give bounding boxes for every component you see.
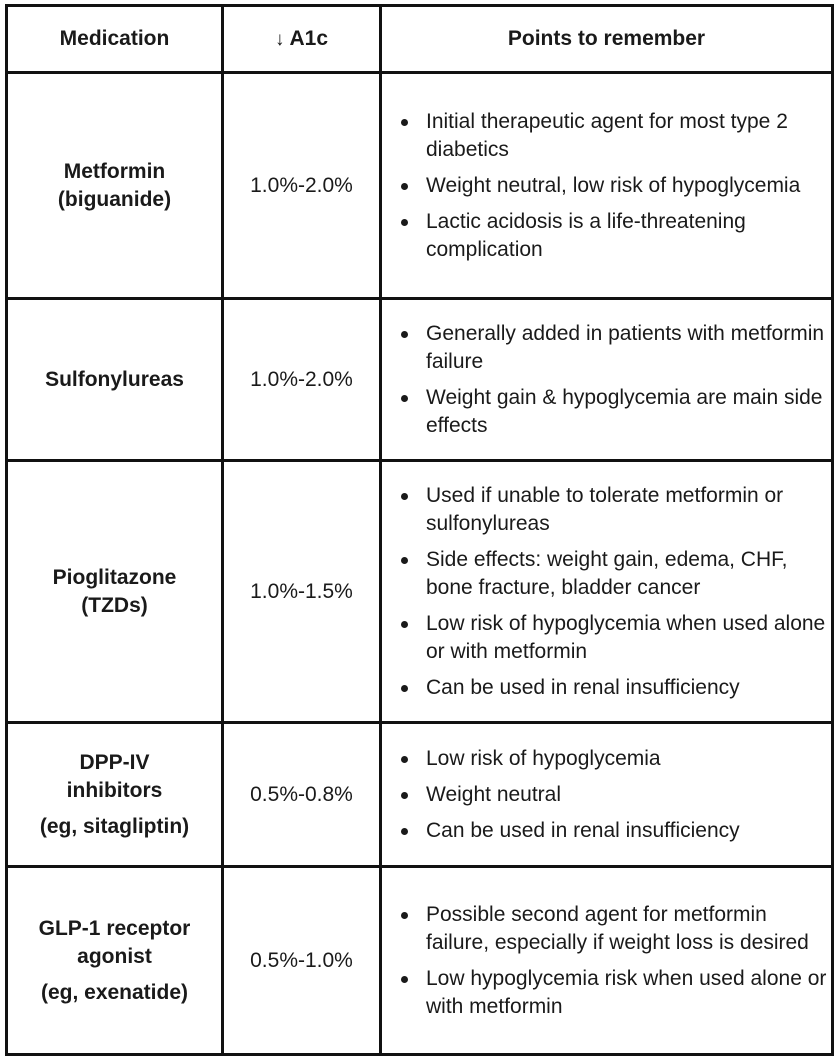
points-list: Generally added in patients with metform… bbox=[382, 320, 831, 440]
table-row: Sulfonylureas 1.0%-2.0% Generally added in… bbox=[5, 297, 834, 462]
point-item: Lactic acidosis is a life-threatening co… bbox=[399, 208, 831, 264]
point-item: Can be used in renal insufficiency bbox=[399, 674, 831, 702]
points-list: Low risk of hypoglycemia Weight neutral Ca… bbox=[382, 745, 831, 845]
a1c-reduction-cell: 1.0%-2.0% bbox=[221, 71, 382, 300]
medication-name-line: Metformin bbox=[63, 159, 166, 183]
a1c-reduction-cell: 1.0%-1.5% bbox=[221, 459, 382, 724]
a1c-reduction-cell: 0.5%-1.0% bbox=[221, 865, 382, 1056]
point-item: Low risk of hypoglycemia when used alone… bbox=[399, 610, 831, 666]
medication-name-line: Pioglitazone bbox=[52, 565, 177, 589]
point-item: Weight neutral bbox=[399, 781, 831, 809]
medication-example: (eg, sitagliptin) bbox=[39, 814, 190, 838]
point-item: Possible second agent for metformin fail… bbox=[399, 901, 831, 957]
medication-name-cell: Pioglitazone (TZDs) bbox=[5, 459, 224, 724]
medication-example: (eg, exenatide) bbox=[40, 980, 189, 1004]
points-cell: Used if unable to tolerate metformin or … bbox=[379, 459, 834, 724]
header-a1c: ↓ A1c bbox=[221, 4, 382, 74]
medication-name-cell: GLP-1 receptor agonist (eg, exenatide) bbox=[5, 865, 224, 1056]
table-row: DPP-IV inhibitors (eg, sitagliptin) 0.5%-0.… bbox=[5, 721, 834, 868]
table-row: GLP-1 receptor agonist (eg, exenatide) 0.5%… bbox=[5, 865, 834, 1056]
medication-name-line: (biguanide) bbox=[57, 187, 172, 211]
points-cell: Low risk of hypoglycemia Weight neutral Ca… bbox=[379, 721, 834, 868]
a1c-reduction-cell: 0.5%-0.8% bbox=[221, 721, 382, 868]
points-cell: Possible second agent for metformin fail… bbox=[379, 865, 834, 1056]
medication-name-line: (TZDs) bbox=[81, 593, 148, 617]
medication-name-cell: DPP-IV inhibitors (eg, sitagliptin) bbox=[5, 721, 224, 868]
points-list: Initial therapeutic agent for most type … bbox=[382, 108, 831, 264]
medication-name-line: Sulfonylureas bbox=[45, 367, 184, 391]
point-item: Weight gain & hypoglycemia are main side… bbox=[399, 384, 831, 440]
point-item: Side effects: weight gain, edema, CHF, b… bbox=[399, 546, 831, 602]
point-item: Initial therapeutic agent for most type … bbox=[399, 108, 831, 164]
medication-name-line: GLP-1 receptor bbox=[38, 916, 191, 940]
a1c-reduction-cell: 1.0%-2.0% bbox=[221, 297, 382, 462]
header-points: Points to remember bbox=[379, 4, 834, 74]
header-a1c-label: A1c bbox=[289, 27, 329, 50]
point-item: Generally added in patients with metform… bbox=[399, 320, 831, 376]
medication-name-line: agonist bbox=[77, 944, 152, 968]
points-list: Possible second agent for metformin fail… bbox=[382, 901, 831, 1021]
point-item: Low hypoglycemia risk when used alone or… bbox=[399, 965, 831, 1021]
header-medication: Medication bbox=[5, 4, 224, 74]
medication-table: Medication ↓ A1c Points to remember Metf… bbox=[5, 4, 834, 1056]
table-row: Pioglitazone (TZDs) 1.0%-1.5% Used if unabl… bbox=[5, 459, 834, 724]
point-item: Can be used in renal insufficiency bbox=[399, 817, 831, 845]
point-item: Used if unable to tolerate metformin or … bbox=[399, 482, 831, 538]
medication-name-cell: Metformin (biguanide) bbox=[5, 71, 224, 300]
header-row: Medication ↓ A1c Points to remember bbox=[5, 4, 834, 74]
table-row: Metformin (biguanide) 1.0%-2.0% Initial the… bbox=[5, 71, 834, 300]
medication-name-line: DPP-IV bbox=[79, 750, 150, 774]
points-list: Used if unable to tolerate metformin or … bbox=[382, 482, 831, 702]
point-item: Weight neutral, low risk of hypoglycemia bbox=[399, 172, 831, 200]
medication-name-cell: Sulfonylureas bbox=[5, 297, 224, 462]
points-cell: Generally added in patients with metform… bbox=[379, 297, 834, 462]
medication-name-line: inhibitors bbox=[66, 778, 163, 802]
point-item: Low risk of hypoglycemia bbox=[399, 745, 831, 773]
down-arrow-icon: ↓ bbox=[274, 29, 285, 50]
points-cell: Initial therapeutic agent for most type … bbox=[379, 71, 834, 300]
